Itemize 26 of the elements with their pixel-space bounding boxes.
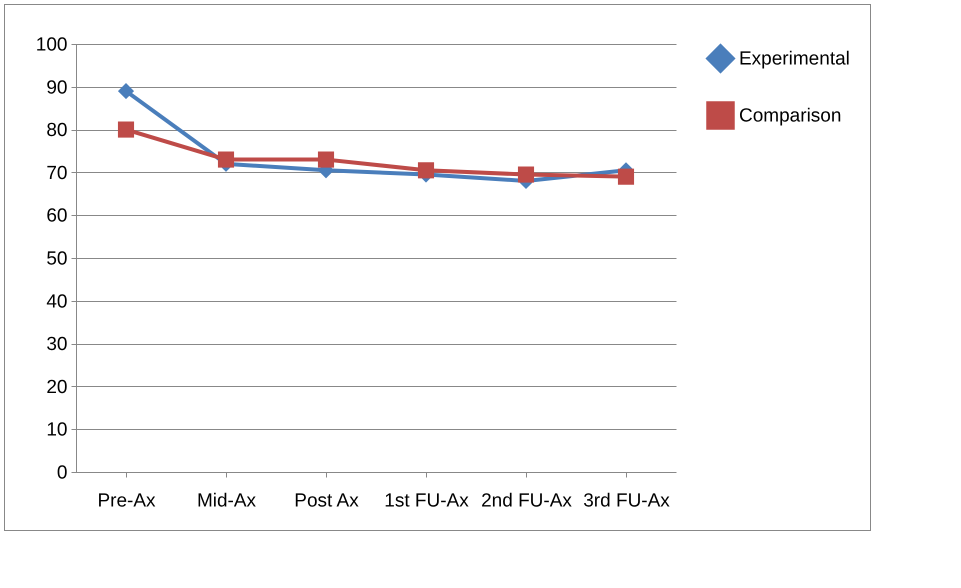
legend-label: Experimental	[739, 48, 850, 70]
x-tick-label: 1st FU-Ax	[384, 490, 470, 512]
y-tick-label: 90	[46, 77, 68, 98]
point	[418, 162, 434, 178]
y-tick-label: 70	[46, 162, 68, 184]
point	[218, 152, 234, 168]
y-tick-label: 40	[46, 291, 68, 312]
y-tick-label: 50	[46, 248, 68, 270]
legend-label: Comparison	[739, 106, 842, 126]
point	[518, 166, 534, 183]
point	[118, 122, 134, 138]
y-tick-label: 60	[46, 206, 68, 227]
y-tick-label: 80	[46, 120, 68, 142]
point	[118, 83, 134, 100]
x-tick-label: Mid-Ax	[196, 490, 257, 512]
y-tick-label: 100	[36, 34, 68, 56]
y-tick-label: 30	[46, 334, 68, 356]
y-tick-label: 10	[46, 420, 68, 441]
x-tick-label: Pre-Ax	[97, 490, 156, 512]
x-tick-label: 3rd FU-Ax	[583, 490, 670, 512]
x-tick-label: 2nd FU-Ax	[481, 490, 572, 512]
point	[618, 168, 634, 185]
y-tick-label: 20	[46, 376, 68, 398]
point	[318, 152, 334, 168]
y-tick-label: 0	[56, 462, 68, 484]
x-tick-label: Post Ax	[294, 490, 360, 512]
